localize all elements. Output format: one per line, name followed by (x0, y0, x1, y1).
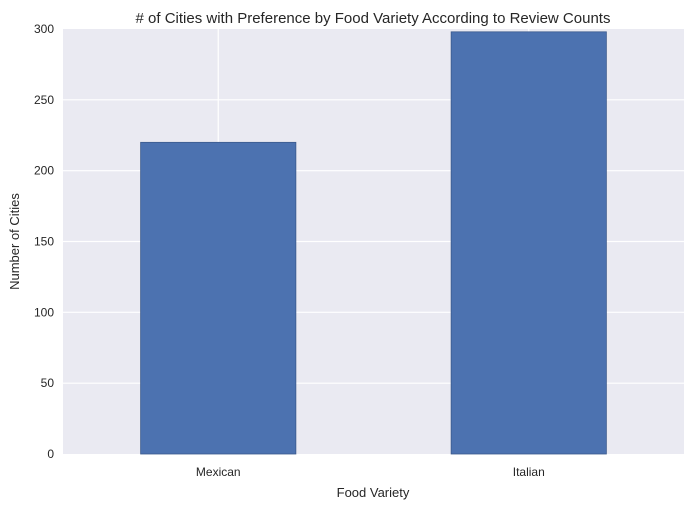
chart-title: # of Cities with Preference by Food Vari… (136, 10, 611, 27)
y-axis-ticks: 0 50 100 150 200 250 300 (34, 22, 54, 461)
y-tick-label: 100 (34, 305, 54, 319)
bar-italian (450, 31, 607, 455)
y-tick-label: 250 (34, 93, 54, 107)
y-tick-label: 200 (34, 164, 54, 178)
y-tick-label: 300 (34, 22, 54, 36)
x-axis-ticks: Mexican Italian (196, 465, 545, 479)
bar-mexican (140, 141, 297, 455)
y-tick-label: 0 (47, 447, 54, 461)
bars (140, 31, 607, 455)
x-tick-label: Italian (513, 465, 545, 479)
x-tick-label: Mexican (196, 465, 241, 479)
y-tick-label: 150 (34, 235, 54, 249)
x-axis-label: Food Variety (337, 485, 410, 500)
y-tick-label: 50 (41, 376, 55, 390)
y-axis-label: Number of Cities (7, 193, 22, 290)
